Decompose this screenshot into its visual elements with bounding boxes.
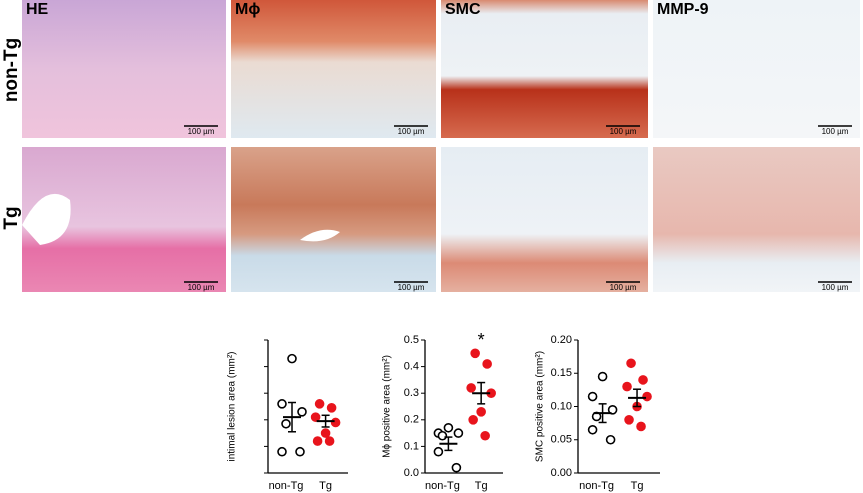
- data-point: [281, 418, 291, 429]
- x-tick-label: Tg: [631, 480, 644, 492]
- y-tick-label: 0.4: [404, 361, 419, 373]
- y-axis-label: SMC positive area (mm²): [535, 351, 546, 462]
- data-point: [597, 371, 608, 382]
- image: [441, 0, 648, 138]
- column-label: HE: [26, 1, 49, 18]
- x-tick-label: non-Tg: [579, 480, 614, 492]
- y-tick-label: 0.10: [551, 400, 572, 412]
- data-point: [277, 399, 287, 409]
- data-point: [437, 430, 448, 441]
- data-point: [480, 430, 490, 441]
- data-point: [476, 407, 486, 417]
- data-point: [624, 414, 634, 425]
- micrographs: [22, 0, 860, 292]
- data-point: [636, 421, 646, 432]
- data-point: [295, 446, 305, 457]
- lumen: [22, 193, 71, 245]
- row-label: Tg: [1, 206, 22, 229]
- image: [653, 0, 860, 138]
- scale-bar-label: 100 µm: [610, 283, 637, 292]
- column-label: SMC: [445, 1, 481, 18]
- y-tick-label: 0.5: [404, 334, 419, 346]
- y-tick-label: 0.05: [551, 434, 572, 446]
- data-point: [310, 412, 321, 422]
- x-tick-label: Tg: [319, 480, 332, 492]
- x-tick-label: non-Tg: [269, 480, 304, 492]
- data-point: [607, 405, 618, 415]
- column-label: MMP-9: [657, 1, 709, 18]
- x-tick-label: Tg: [475, 480, 488, 492]
- y-tick-label: 0.2: [404, 414, 419, 426]
- data-point: [605, 434, 616, 445]
- scale-bar-label: 100 µm: [398, 127, 425, 136]
- y-axis-label: Mϕ positive area (mm²): [382, 355, 393, 458]
- data-point: [330, 417, 341, 428]
- column-label: Mϕ: [235, 1, 260, 18]
- y-tick-label: 0.3: [404, 387, 419, 399]
- y-tick-label: 0.1: [404, 440, 419, 452]
- data-point: [468, 414, 478, 425]
- data-point: [312, 436, 323, 446]
- data-point: [287, 353, 297, 364]
- data-point: [324, 436, 335, 446]
- image: [441, 147, 648, 292]
- y-axis-label: intimal lesion area (mm²): [227, 351, 238, 461]
- data-point: [451, 462, 462, 473]
- scale-bar-label: 100 µm: [822, 127, 849, 136]
- data-point: [587, 424, 598, 435]
- data-point: [638, 375, 648, 385]
- scale-bar-label: 100 µm: [188, 283, 215, 292]
- data-point: [314, 399, 325, 409]
- data-point: [626, 358, 636, 369]
- image: [653, 147, 860, 292]
- image: [22, 0, 226, 138]
- data-point: [320, 428, 331, 438]
- y-tick-label: 0.0: [404, 467, 419, 479]
- lumen: [300, 229, 340, 242]
- data-point: [453, 428, 464, 438]
- data-point: [466, 383, 476, 393]
- scale-bar-label: 100 µm: [398, 283, 425, 292]
- data-point: [470, 348, 480, 359]
- image: [231, 0, 436, 138]
- data-point: [277, 446, 287, 457]
- scale-bar-label: 100 µm: [822, 283, 849, 292]
- data-point: [326, 403, 337, 413]
- scale-bar-label: 100 µm: [188, 127, 215, 136]
- row-label: non-Tg: [1, 38, 22, 102]
- x-tick-label: non-Tg: [425, 480, 460, 492]
- annotation: *: [478, 330, 485, 350]
- y-tick-label: 0.20: [551, 334, 572, 346]
- image: [231, 147, 436, 292]
- data-point: [433, 446, 444, 457]
- data-point: [482, 359, 492, 369]
- data-point: [587, 391, 598, 402]
- data-point: [297, 407, 307, 417]
- y-tick-label: 0.00: [551, 467, 572, 479]
- data-point: [642, 391, 652, 402]
- data-point: [622, 381, 632, 392]
- y-tick-label: 0.15: [551, 367, 572, 379]
- data-point: [443, 422, 454, 433]
- scale-bar-label: 100 µm: [610, 127, 637, 136]
